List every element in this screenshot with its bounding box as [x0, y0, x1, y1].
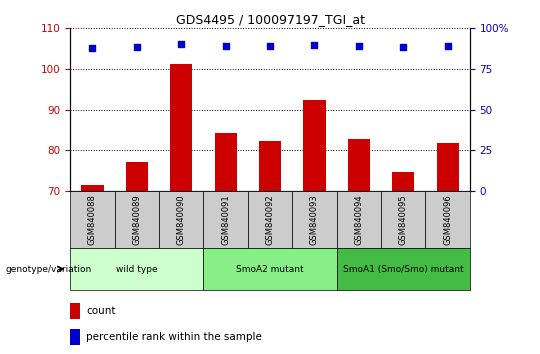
Bar [348, 139, 370, 191]
Bar [70, 248, 204, 290]
Text: GSM840088: GSM840088 [88, 194, 97, 245]
Text: GSM840090: GSM840090 [177, 194, 186, 245]
Bar [70, 303, 80, 319]
Bar [336, 248, 470, 290]
Text: SmoA2 mutant: SmoA2 mutant [236, 264, 304, 274]
Text: SmoA1 (Smo/Smo) mutant: SmoA1 (Smo/Smo) mutant [343, 264, 463, 274]
Point [177, 41, 186, 47]
Point [399, 44, 408, 50]
Bar [114, 191, 159, 248]
Bar [436, 143, 458, 191]
Text: genotype/variation: genotype/variation [5, 264, 92, 274]
Bar [204, 191, 248, 248]
Text: GSM840093: GSM840093 [310, 194, 319, 245]
Point [354, 44, 363, 49]
Bar [392, 172, 414, 191]
Bar [381, 191, 426, 248]
Bar [214, 133, 237, 191]
Bar [204, 248, 336, 290]
Bar [336, 191, 381, 248]
Point [132, 44, 141, 50]
Bar [303, 99, 326, 191]
Bar [82, 185, 104, 191]
Text: GSM840094: GSM840094 [354, 194, 363, 245]
Point [88, 45, 97, 51]
Bar [259, 141, 281, 191]
Bar [426, 191, 470, 248]
Bar [170, 64, 192, 191]
Bar [248, 191, 292, 248]
Point [443, 44, 452, 49]
Text: GSM840092: GSM840092 [266, 194, 274, 245]
Point [266, 44, 274, 49]
Text: percentile rank within the sample: percentile rank within the sample [86, 332, 262, 342]
Bar [70, 191, 114, 248]
Text: GSM840096: GSM840096 [443, 194, 452, 245]
Text: count: count [86, 306, 116, 316]
Text: GSM840089: GSM840089 [132, 194, 141, 245]
Bar [126, 162, 148, 191]
Point [310, 42, 319, 47]
Point [221, 44, 230, 49]
Text: GSM840095: GSM840095 [399, 194, 408, 245]
Title: GDS4495 / 100097197_TGI_at: GDS4495 / 100097197_TGI_at [176, 13, 364, 26]
Text: wild type: wild type [116, 264, 158, 274]
Bar [292, 191, 336, 248]
Text: GSM840091: GSM840091 [221, 194, 230, 245]
Bar [159, 191, 204, 248]
Bar [70, 329, 80, 345]
